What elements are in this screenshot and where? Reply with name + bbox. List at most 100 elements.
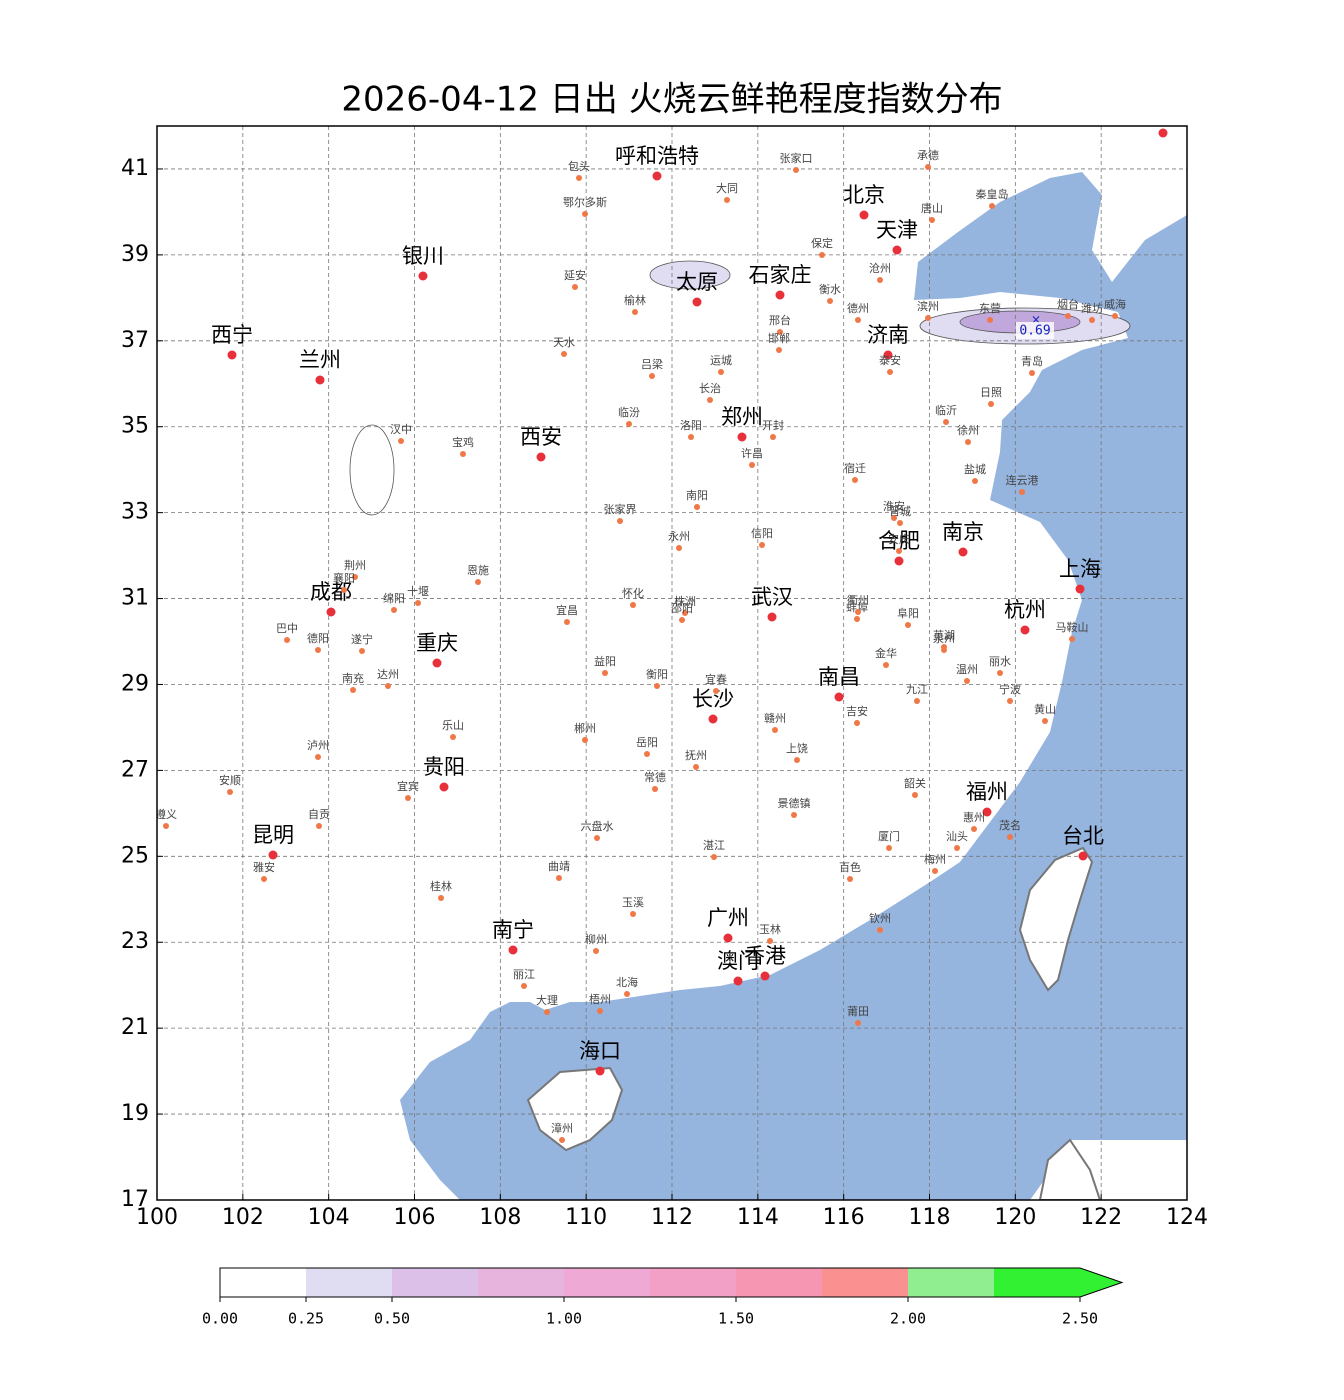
y-tick-label: 25	[121, 843, 149, 868]
city-label: 海口	[579, 1039, 621, 1063]
city-label: 大理	[536, 993, 558, 1007]
city-label: 台北	[1062, 824, 1104, 848]
city-label: 许昌	[741, 447, 763, 460]
city-dot	[964, 678, 970, 684]
city-dot	[932, 868, 938, 874]
city-dot	[398, 438, 404, 444]
city-dot	[877, 927, 883, 933]
city-label: 滨州	[917, 299, 939, 313]
max-label-box	[1016, 322, 1054, 339]
city-dot	[819, 252, 825, 258]
city-dot	[652, 786, 658, 792]
city-dot	[1078, 851, 1088, 861]
city-label: 银川	[402, 244, 444, 268]
colorbar-frame	[219, 1267, 1124, 1298]
city-label: 盐城	[964, 463, 986, 476]
colorbar-tick-label: 2.50	[1062, 1310, 1098, 1328]
colorbar-segment	[564, 1268, 650, 1297]
city-label: 永州	[668, 529, 690, 543]
city-dot	[438, 895, 444, 901]
city-label: 郑州	[721, 405, 763, 429]
x-tick-label: 100	[136, 1205, 178, 1230]
x-tick-label: 122	[1080, 1205, 1122, 1230]
city-dot	[1007, 698, 1013, 704]
city-label: 威海	[1104, 297, 1126, 311]
city-label: 大同	[716, 181, 738, 195]
city-label: 承德	[917, 148, 939, 162]
x-tick-label: 118	[909, 1205, 951, 1230]
city-dot	[595, 1066, 605, 1076]
x-tick-label: 106	[394, 1205, 436, 1230]
taiwan	[1018, 846, 1094, 992]
city-dot	[943, 419, 949, 425]
city-dot	[1019, 489, 1025, 495]
colorbar-segment	[306, 1268, 392, 1297]
city-dot	[886, 845, 892, 851]
city-dot	[676, 545, 682, 551]
city-label: 西安	[520, 425, 562, 449]
index-contour	[649, 260, 731, 290]
city-dot	[897, 520, 903, 526]
city-label: 贵阳	[423, 755, 465, 779]
city-label: 连云港	[1006, 474, 1039, 487]
city-dot	[564, 619, 570, 625]
city-label: 漳州	[551, 1121, 573, 1135]
city-label: 东营	[979, 301, 1001, 315]
city-label: 济南	[867, 323, 909, 347]
city-label: 澳门	[717, 949, 759, 973]
city-dot	[576, 175, 582, 181]
city-label: 汉中	[390, 423, 412, 436]
city-label: 莆田	[847, 1005, 869, 1018]
y-tick-label: 23	[121, 929, 149, 954]
city-label: 乐山	[442, 719, 464, 732]
city-dot	[315, 754, 321, 760]
city-dot	[415, 600, 421, 606]
city-dot	[572, 284, 578, 290]
city-label: 金华	[875, 646, 897, 660]
city-label: 襄阳	[333, 571, 355, 585]
city-dot	[854, 720, 860, 726]
city-dot	[1020, 625, 1030, 635]
city-label: 鄂尔多斯	[563, 195, 607, 209]
city-label: 沈阳	[1142, 101, 1184, 125]
city-label: 遵义	[155, 807, 177, 821]
city-label: 泸州	[307, 739, 329, 752]
city-dot	[887, 369, 893, 375]
city-dot	[988, 401, 994, 407]
city-dot	[777, 329, 783, 335]
city-dot	[475, 579, 481, 585]
city-label: 怀化	[622, 586, 644, 600]
city-label: 邢台	[769, 313, 791, 327]
colorbar-tick-label: 2.00	[890, 1310, 926, 1328]
city-label: 南京	[942, 520, 984, 544]
city-dot	[965, 439, 971, 445]
city-dot	[772, 727, 778, 733]
colorbar-tick-label: 0.50	[374, 1310, 410, 1328]
city-dot	[326, 607, 336, 617]
city-dot	[707, 397, 713, 403]
city-label: 天津	[876, 218, 918, 242]
x-tick-label: 114	[737, 1205, 779, 1230]
city-label: 信阳	[751, 527, 773, 540]
city-dot	[713, 688, 719, 694]
city-dot	[827, 298, 833, 304]
city-label: 益阳	[594, 654, 616, 668]
city-dot	[954, 845, 960, 851]
city-dot	[997, 670, 1003, 676]
max-label: 0.69	[1019, 324, 1050, 339]
city-dot	[989, 203, 995, 209]
city-dot	[834, 692, 844, 702]
city-dot	[972, 478, 978, 484]
city-dot	[556, 875, 562, 881]
city-label: 张家口	[780, 151, 813, 165]
city-label: 泉州	[933, 631, 955, 645]
city-label: 上海	[1059, 557, 1101, 581]
city-dot	[855, 609, 861, 615]
city-dot	[770, 434, 776, 440]
city-dot	[1075, 584, 1085, 594]
city-dot	[987, 317, 993, 323]
city-dot	[261, 876, 267, 882]
city-label: 常德	[644, 770, 666, 784]
city-label: 遂宁	[351, 632, 373, 646]
